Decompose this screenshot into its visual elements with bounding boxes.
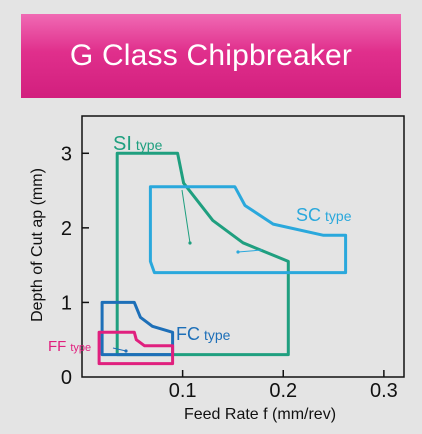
y-tick-label: 2 [61,218,72,240]
series-label-sc: SC type [296,205,352,225]
series-label-main: FF [48,338,66,355]
sc-leader-dot [236,250,240,254]
series-label-main: FC [176,324,200,344]
x-tick-label: 0.3 [370,380,398,402]
y-tick-label: 1 [61,292,72,314]
y-axis-label: Depth of Cut ap (mm) [29,168,46,322]
series-label-si: SI type [113,133,163,155]
title-banner: G Class Chipbreaker [21,14,401,98]
chart-title: G Class Chipbreaker [69,39,353,72]
series-label-ff: FF type [48,338,91,355]
series-label-main: SC [296,205,321,225]
series-label-main: SI [113,133,132,155]
si-leader-line [181,189,191,244]
series-region-si [115,151,290,357]
series-label-sub: type [204,327,231,343]
fc-leader-dot [124,349,128,353]
sc-leader-line [237,249,263,253]
series-region-ff [97,330,175,366]
x-axis-label: Feed Rate f (mm/rev) [184,406,336,423]
series-region-sc [148,185,348,275]
series-label-sub: type [136,137,163,153]
x-tick-label: 0.2 [269,380,297,402]
series-label-sub: type [325,208,352,224]
y-tick-label: 3 [61,143,72,165]
series-label-fc: FC type [176,324,231,344]
plot-frame [81,115,405,378]
series-label-sub: type [70,342,91,354]
fc-leader-line [112,347,127,352]
x-tick-label: 0.1 [169,380,197,402]
si-leader-dot [188,241,192,245]
y-tick-label: 0 [61,367,72,389]
